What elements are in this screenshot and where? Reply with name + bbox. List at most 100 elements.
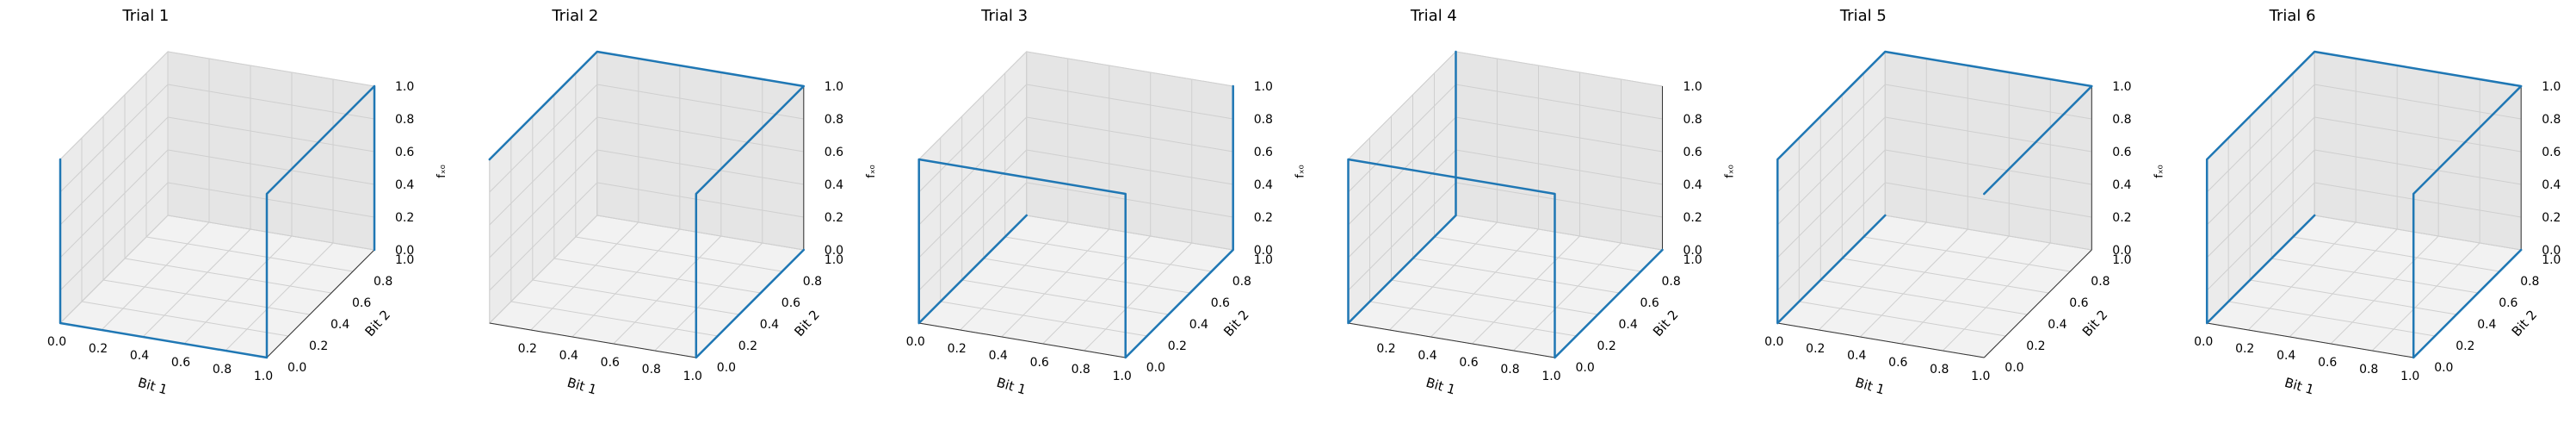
y-axis-label: Bit 2 bbox=[2509, 307, 2541, 339]
x-tick-label: 0.2 bbox=[89, 342, 108, 356]
z-tick-label: 0.0 bbox=[2112, 244, 2131, 258]
chart-panel: 0.0 0.2 0.4 0.6 0.8 1.00.00.20.40.60.81.00.00… bbox=[2194, 7, 2561, 398]
x-tick-label: 0.4 bbox=[2276, 349, 2295, 363]
x-tick-label: 1.0 bbox=[254, 370, 273, 383]
x-tick-label: 1.0 bbox=[683, 370, 702, 383]
z-tick-label: 0.0 bbox=[1254, 244, 1273, 258]
series-line bbox=[2205, 50, 2523, 359]
gridline bbox=[1942, 242, 2051, 352]
x-axis-label: Bit 1 bbox=[1424, 375, 1457, 398]
z-tick-label: 1.0 bbox=[1254, 80, 1273, 94]
gridline bbox=[225, 242, 334, 352]
gridline bbox=[1391, 279, 1598, 315]
gridline bbox=[1026, 182, 1233, 218]
gridline bbox=[1042, 235, 1152, 345]
z-tick-label: 0.0 bbox=[1683, 244, 1702, 258]
gridline bbox=[1001, 228, 1110, 338]
gridline bbox=[2247, 221, 2357, 331]
x-tick-label: 0.4 bbox=[130, 349, 149, 363]
y-tick-label: 0.8 bbox=[2091, 275, 2110, 289]
gridline bbox=[1348, 116, 1456, 226]
gridline bbox=[1412, 258, 1620, 294]
z-tick-label: 0.2 bbox=[1683, 211, 1702, 225]
y-tick-label: 0.4 bbox=[760, 318, 779, 332]
z-tick-label: 1.0 bbox=[1683, 80, 1702, 94]
z-tick-label: 0.2 bbox=[825, 211, 843, 225]
z-tick-label: 0.4 bbox=[2112, 178, 2131, 192]
x-tick-label: 0.2 bbox=[948, 342, 967, 356]
z-tick-label: 0.8 bbox=[395, 113, 414, 127]
y-tick-label: 0.0 bbox=[1576, 361, 1595, 375]
gridline bbox=[510, 301, 718, 337]
gridline bbox=[596, 182, 804, 218]
z-tick-label: 1.0 bbox=[2112, 80, 2131, 94]
y-tick-label: 0.4 bbox=[1619, 318, 1638, 332]
gridline bbox=[1513, 242, 1622, 352]
gridline bbox=[2289, 228, 2398, 338]
y-tick-label: 0.2 bbox=[309, 339, 328, 353]
gridline bbox=[1455, 84, 1663, 120]
x-axis-line bbox=[489, 322, 696, 358]
gridline bbox=[596, 149, 804, 185]
z-tick-label: 0.0 bbox=[395, 244, 414, 258]
gridline bbox=[2314, 149, 2522, 185]
gridline bbox=[2228, 301, 2436, 337]
gridline bbox=[102, 279, 311, 315]
y-tick-label: 0.4 bbox=[1189, 318, 1208, 332]
z-tick-label: 1.0 bbox=[825, 80, 843, 94]
gridline bbox=[1004, 236, 1212, 272]
y-tick-label: 1.0 bbox=[1683, 253, 1702, 267]
x-tick-label: 1.0 bbox=[1971, 370, 1990, 383]
gridline bbox=[1434, 236, 1641, 272]
gridline bbox=[1885, 84, 2092, 120]
chart-panel: 0.0 0.2 0.4 0.6 0.8 1.00.00.20.40.60.81.00.00… bbox=[1764, 7, 2165, 398]
chart-panel: 0.2 0.4 0.6 0.8 1.00.00.20.40.60.81.00.00.20… bbox=[1347, 7, 1737, 398]
z-tick-label: 0.2 bbox=[395, 211, 414, 225]
gridline bbox=[1455, 149, 1663, 185]
z-tick-label: 0.2 bbox=[2112, 211, 2131, 225]
gridline bbox=[124, 258, 332, 294]
gridline bbox=[553, 258, 761, 294]
z-tick-label: 0.6 bbox=[395, 146, 414, 159]
gridline bbox=[961, 279, 1169, 315]
gridline bbox=[59, 84, 169, 193]
x-tick-label: 0.8 bbox=[2359, 363, 2378, 377]
gridline bbox=[2271, 258, 2479, 294]
y-tick-label: 0.2 bbox=[2456, 339, 2474, 353]
gridline bbox=[489, 149, 598, 258]
y-tick-label: 0.4 bbox=[330, 318, 349, 332]
gridline bbox=[983, 258, 1190, 294]
series-line bbox=[59, 84, 376, 359]
x-tick-label: 0.8 bbox=[642, 363, 661, 377]
chart-panel: 0.0 0.2 0.4 0.6 0.8 1.00.00.20.40.60.81.00.00… bbox=[906, 7, 1307, 398]
z-axis-label: fₓ₀ bbox=[1294, 165, 1307, 178]
gridline bbox=[1818, 221, 1927, 331]
gridline bbox=[1084, 242, 1193, 352]
y-tick-label: 0.6 bbox=[1211, 296, 1230, 310]
z-tick-label: 0.4 bbox=[2542, 178, 2561, 192]
gridline bbox=[1799, 301, 2006, 337]
y-tick-label: 1.0 bbox=[395, 253, 414, 267]
y-tick-label: 0.4 bbox=[2477, 318, 2496, 332]
gridline bbox=[167, 182, 375, 218]
y-tick-label: 0.2 bbox=[1597, 339, 1616, 353]
x-axis-label: Bit 1 bbox=[2283, 375, 2315, 398]
gridline bbox=[2371, 242, 2480, 352]
chart-title: Trial 3 bbox=[980, 7, 1028, 25]
z-tick-label: 0.4 bbox=[395, 178, 414, 192]
gridline bbox=[2314, 84, 2522, 120]
gridline bbox=[1430, 228, 1539, 338]
gridline bbox=[167, 84, 375, 120]
z-tick-label: 1.0 bbox=[395, 80, 414, 94]
y-tick-label: 0.2 bbox=[2026, 339, 2045, 353]
y-tick-label: 0.8 bbox=[2520, 275, 2539, 289]
gridline bbox=[571, 228, 681, 338]
gridline bbox=[1776, 149, 1886, 258]
gridline bbox=[2250, 279, 2457, 315]
x-tick-label: 1.0 bbox=[1113, 370, 1132, 383]
series-line bbox=[1776, 50, 2093, 325]
chart-title: Trial 6 bbox=[2269, 7, 2316, 25]
gridline bbox=[145, 236, 354, 272]
gridline bbox=[1348, 51, 1456, 160]
gridline bbox=[1885, 149, 2092, 185]
